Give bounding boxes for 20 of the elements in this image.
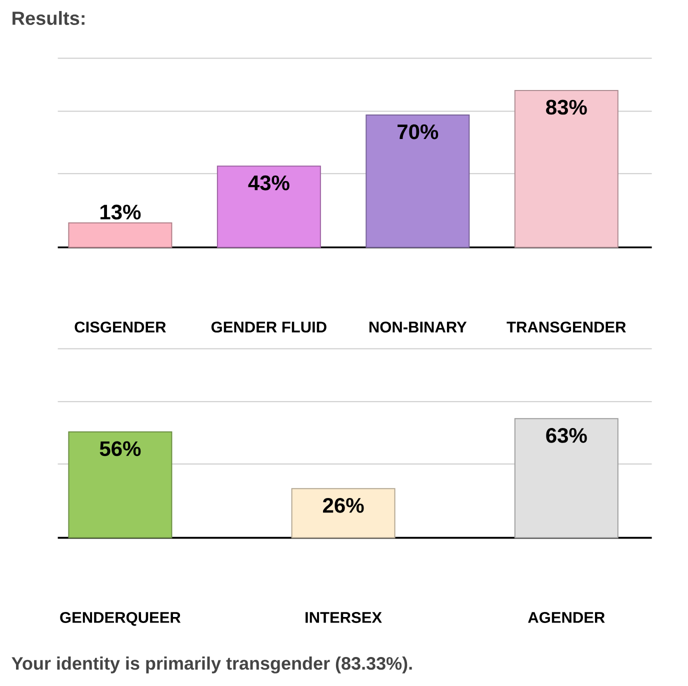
data-label: 63% (546, 428, 587, 443)
x-tick-label: NON-BINARY (369, 322, 467, 333)
x-tick-label: GENDERQUEER (60, 612, 181, 626)
data-label: 56% (100, 441, 141, 456)
bar (216, 166, 321, 248)
x-tick-label: AGENDER (528, 612, 605, 623)
data-label: 26% (323, 498, 364, 513)
bar (514, 90, 618, 248)
x-tick-label: INTERSEX (306, 612, 382, 623)
data-label: 83% (546, 100, 587, 115)
bar (366, 114, 470, 248)
data-label: 13% (100, 204, 141, 220)
x-tick-label: CISGENDER (74, 322, 166, 333)
data-label: 43% (248, 175, 290, 190)
chart-title: Results: (12, 11, 84, 25)
bar (68, 222, 172, 248)
x-tick-label: TRANSGENDER (506, 322, 626, 333)
text: Your identity is primarily transgender (83.33%). (12, 656, 412, 674)
x-tick-label: GENDER FLUID (211, 322, 326, 333)
data-label: 70% (398, 124, 438, 140)
